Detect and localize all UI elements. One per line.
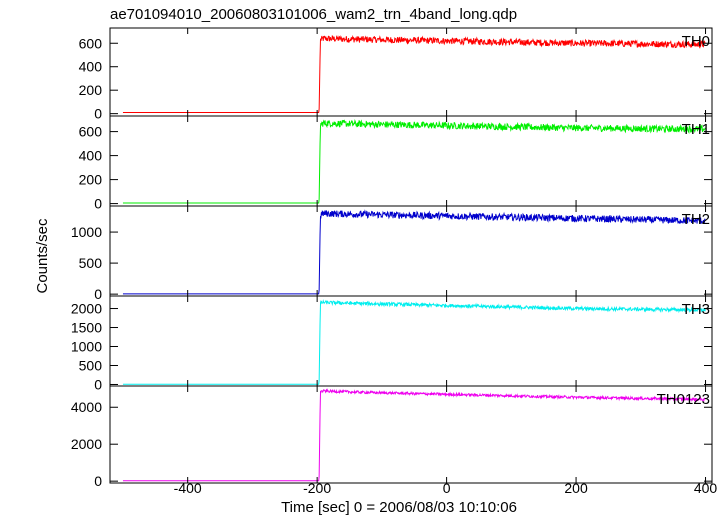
x-tick-label: 400 (694, 480, 718, 496)
panel-label: TH1 (682, 121, 710, 138)
panel-label: TH0123 (657, 391, 710, 408)
panel-th2: 0 500 1000 TH2 (71, 205, 713, 302)
x-tick-label: 0 (443, 480, 451, 496)
series-line-th3 (122, 299, 706, 385)
y-tick-label: 400 (79, 148, 103, 164)
y-tick-label: 2000 (71, 436, 102, 452)
panel-frame (109, 385, 713, 484)
y-tick-label: 0 (94, 376, 102, 392)
y-tick-label: 1500 (71, 320, 102, 336)
y-tick-label: 200 (79, 172, 103, 188)
y-axis-label: Counts/sec (34, 218, 51, 294)
panel-label: TH3 (682, 301, 710, 318)
x-tick-label: -200 (303, 480, 331, 496)
y-tick-label: 500 (79, 255, 103, 271)
y-tick-label: 1000 (71, 339, 102, 355)
y-tick-label: 0 (94, 196, 102, 212)
series-line-th2 (122, 209, 706, 295)
panel-th0: 0 200 400 600 TH0 (79, 27, 713, 122)
series-line-th1 (122, 119, 706, 204)
y-tick-label: 500 (79, 357, 103, 373)
panel-th3: 0 500 1000 1500 2000 TH3 (71, 295, 713, 392)
panels: 0 200 400 600 TH0 0 200 400 600 TH1 0 500 1000 TH2 0 50… (71, 27, 713, 489)
x-tick-label: -400 (174, 480, 202, 496)
y-tick-label: 0 (94, 473, 102, 489)
y-tick-label: 2000 (71, 301, 102, 317)
panel-th0123: 0 2000 4000 TH0123 (71, 385, 713, 489)
y-tick-label: 400 (79, 59, 103, 75)
x-axis-label: Time [sec] 0 = 2006/08/03 10:10:06 (281, 499, 517, 516)
x-axis: -400 -200 0 200 400 (174, 480, 718, 496)
series-line-th0123 (122, 388, 706, 482)
y-tick-label: 1000 (71, 224, 102, 240)
y-tick-label: 4000 (71, 399, 102, 415)
y-tick-label: 600 (79, 35, 103, 51)
y-tick-label: 0 (94, 286, 102, 302)
panel-label: TH2 (682, 211, 710, 228)
y-tick-label: 600 (79, 124, 103, 140)
y-tick-label: 0 (94, 106, 102, 122)
panel-th1: 0 200 400 600 TH1 (79, 115, 713, 212)
series-line-th0 (122, 34, 706, 113)
panel-label: TH0 (682, 33, 710, 50)
chart-title: ae701094010_20060803101006_wam2_trn_4ban… (110, 6, 517, 23)
y-tick-label: 200 (79, 82, 103, 98)
x-tick-label: 200 (564, 480, 588, 496)
